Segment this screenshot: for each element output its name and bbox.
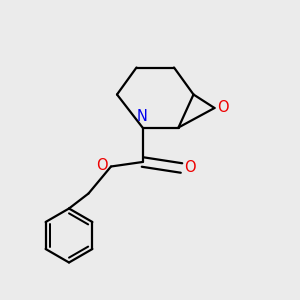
- Text: O: O: [96, 158, 107, 173]
- Text: O: O: [184, 160, 196, 175]
- Text: N: N: [136, 109, 147, 124]
- Text: O: O: [218, 100, 229, 115]
